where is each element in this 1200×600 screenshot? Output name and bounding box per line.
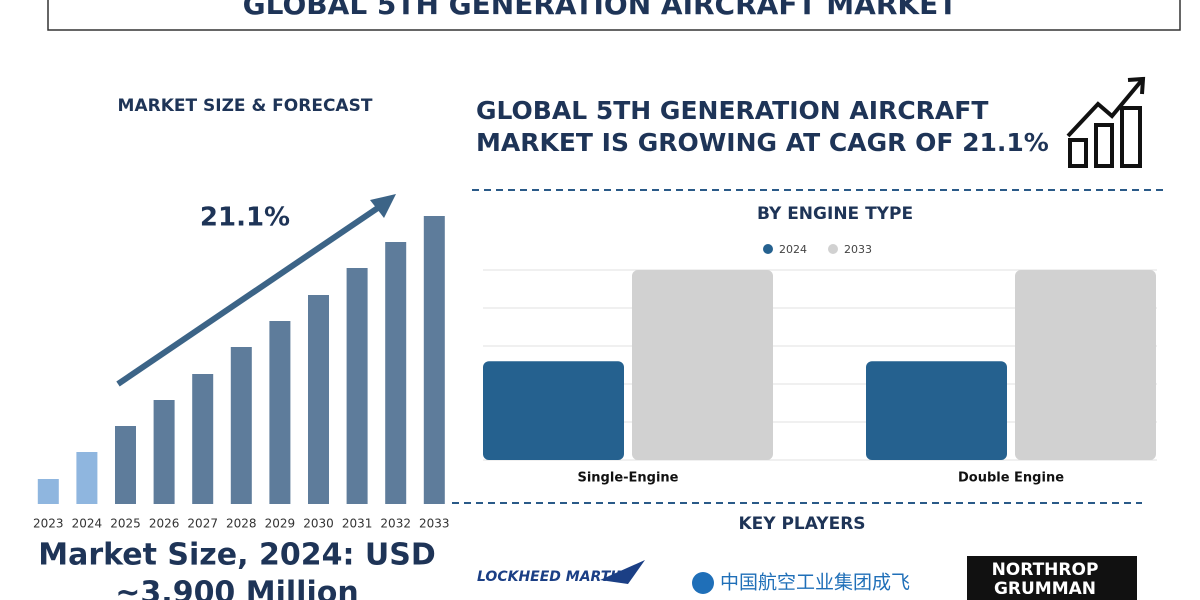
x-tick-label: 2028 [226,517,257,531]
legend-swatch [828,244,838,254]
bar [192,374,214,504]
bar [632,270,773,460]
player-logo: NORTHROP [992,560,1099,580]
legend-label: 2033 [844,243,872,256]
legend-label: 2024 [779,243,807,256]
x-tick-label: 2027 [187,517,218,531]
player-logo: GRUMMAN [994,579,1096,599]
chart-title: MARKET SIZE & FORECAST [118,96,373,116]
x-tick-label: 2026 [149,517,180,531]
x-tick-label: 2024 [72,517,103,531]
bar [37,479,59,504]
player-logo: LOCKHEED MARTIN [477,569,627,585]
player-logo: 中国航空工业集团成飞 [720,572,910,594]
x-tick-label: 2025 [110,517,141,531]
x-tick-label: 2032 [380,517,411,531]
x-tick-label: Single-Engine [577,471,678,486]
annotation: 21.1% [200,203,290,233]
x-tick-label: 2029 [265,517,296,531]
growth-icon [1066,76,1146,168]
bar [153,400,175,504]
bar [866,361,1007,460]
arrow-head [370,194,396,218]
section-title: KEY PLAYERS [738,514,865,534]
bar [269,321,291,504]
x-tick-label: 2033 [419,517,450,531]
title-box [47,0,1181,31]
bar [76,452,98,504]
logo-box [967,556,1137,600]
market-size: ~3,900 Million [115,576,358,600]
growth-arrow [116,198,390,387]
market-size: Market Size, 2024: USD [38,538,436,573]
bar [346,268,368,504]
logo-emblem [692,572,714,594]
headline: MARKET IS GROWING AT CAGR OF 21.1% [476,128,1049,157]
bar [308,295,329,504]
x-tick-label: 2030 [303,517,334,531]
bar [115,426,136,504]
x-tick-label: 2023 [33,517,64,531]
bar [483,361,624,460]
bar [230,347,252,504]
x-tick-label: 2031 [342,517,373,531]
chart-title: BY ENGINE TYPE [757,204,913,224]
x-tick-label: Double Engine [958,471,1064,486]
bar [423,216,445,504]
legend-swatch [763,244,773,254]
logo-star [600,560,645,584]
headline: GLOBAL 5TH GENERATION AIRCRAFT [476,96,988,125]
bar [385,242,407,504]
page-title: GLOBAL 5TH GENERATION AIRCRAFT MARKET [243,0,958,21]
bar [1015,270,1156,460]
